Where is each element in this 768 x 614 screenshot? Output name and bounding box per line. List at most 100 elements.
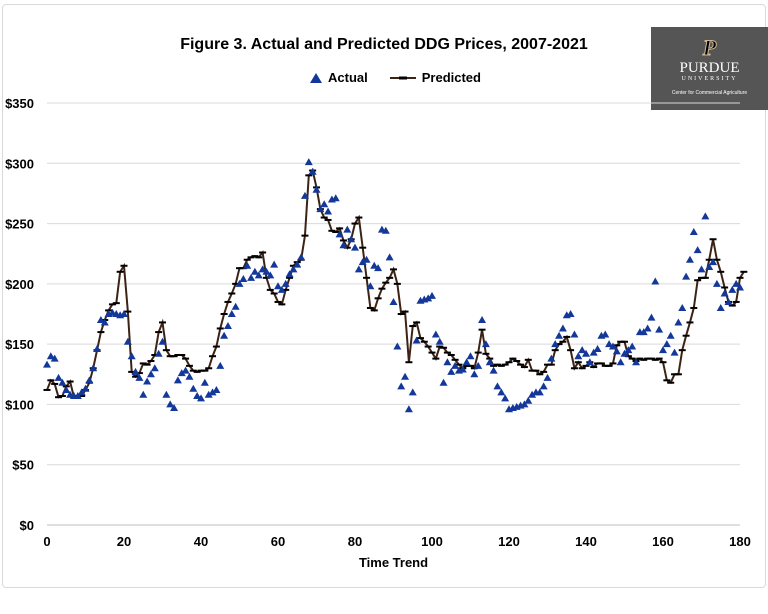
actual-point (231, 302, 240, 310)
actual-point (385, 253, 394, 261)
actual-point (408, 388, 417, 396)
x-tick-label: 20 (117, 534, 131, 549)
actual-point (89, 364, 98, 372)
actual-point (643, 324, 652, 332)
actual-point (720, 289, 729, 297)
actual-point (266, 271, 275, 279)
actual-point (651, 277, 660, 285)
legend-item-actual: Actual (310, 70, 368, 85)
actual-point (62, 385, 71, 393)
y-tick-label: $350 (5, 96, 34, 111)
actual-point (85, 376, 94, 384)
x-tick-label: 0 (43, 534, 50, 549)
actual-point (693, 246, 702, 254)
actual-point (412, 336, 421, 344)
actual-point (370, 261, 379, 269)
actual-point (424, 294, 433, 302)
legend-item-predicted: Predicted (389, 70, 481, 85)
actual-point (612, 347, 621, 355)
actual-point (428, 291, 436, 299)
actual-point (208, 388, 217, 396)
actual-point (100, 318, 109, 326)
actual-point (50, 354, 59, 362)
actual-point (451, 361, 460, 369)
actual-point (678, 303, 687, 311)
actual-point (274, 282, 282, 290)
actual-point (193, 391, 202, 399)
actual-point (674, 318, 683, 326)
actual-point (712, 279, 721, 287)
actual-point (293, 260, 302, 268)
actual-point (593, 344, 602, 352)
actual-point (354, 265, 363, 273)
logo-sub: UNIVERSITY (681, 76, 738, 82)
actual-point (258, 265, 267, 273)
actual-point (555, 331, 564, 339)
actual-point (189, 384, 198, 392)
actual-point (736, 283, 744, 291)
actual-point (439, 378, 448, 386)
actual-point (200, 378, 209, 386)
y-tick-label: $0 (20, 518, 34, 533)
actual-point (150, 364, 159, 372)
actual-point (732, 279, 741, 287)
actual-point (58, 378, 67, 386)
predicted-line (46, 168, 745, 399)
actual-point (404, 405, 413, 413)
actual-point (304, 158, 313, 166)
triangle-marker-icon (310, 72, 322, 83)
actual-point (177, 369, 186, 377)
actual-point (697, 265, 706, 273)
actual-point (574, 352, 583, 360)
actual-point (300, 191, 309, 199)
actual-point (146, 370, 155, 378)
actual-point (639, 328, 648, 336)
actual-point (558, 324, 567, 332)
actual-point (632, 358, 641, 366)
actual-point (393, 342, 402, 350)
x-tick-label: 120 (498, 534, 520, 549)
actual-point (243, 261, 252, 269)
actual-point (620, 349, 629, 357)
actual-point (493, 382, 502, 390)
actual-point (143, 377, 152, 385)
actual-point (716, 303, 725, 311)
x-tick-label: 80 (348, 534, 362, 549)
actual-point (308, 167, 317, 175)
y-tick-label: $150 (5, 337, 34, 352)
actual-point (435, 337, 444, 345)
actual-point (443, 358, 452, 366)
actual-point (709, 258, 718, 266)
actual-point (374, 264, 383, 272)
actual-point (223, 322, 232, 330)
actual-point (324, 207, 333, 215)
chart-border (2, 4, 766, 588)
actual-point (247, 273, 256, 281)
purdue-logo: P PURDUE UNIVERSITY Center for Commercia… (651, 27, 768, 110)
actual-point (285, 270, 294, 278)
actual-point (335, 230, 344, 238)
actual-point (431, 330, 440, 338)
actual-point (601, 330, 610, 338)
x-tick-label: 60 (271, 534, 285, 549)
y-tick-label: $50 (12, 458, 34, 473)
actual-point (401, 372, 410, 380)
actual-point (481, 340, 490, 348)
actual-point (270, 260, 279, 268)
x-tick-label: 100 (421, 534, 443, 549)
actual-point (489, 366, 498, 374)
logo-center: Center for Commercial Agriculture (671, 90, 748, 96)
y-tick-label: $300 (5, 156, 34, 171)
actual-point (131, 367, 140, 375)
actual-point (662, 340, 671, 348)
actual-point (93, 344, 102, 352)
actual-point (682, 272, 691, 280)
actual-point (566, 310, 575, 317)
actual-point (331, 194, 340, 202)
y-tick-label: $100 (5, 397, 34, 412)
actual-point (316, 205, 325, 213)
actual-point (582, 349, 590, 357)
actual-point (297, 253, 306, 261)
